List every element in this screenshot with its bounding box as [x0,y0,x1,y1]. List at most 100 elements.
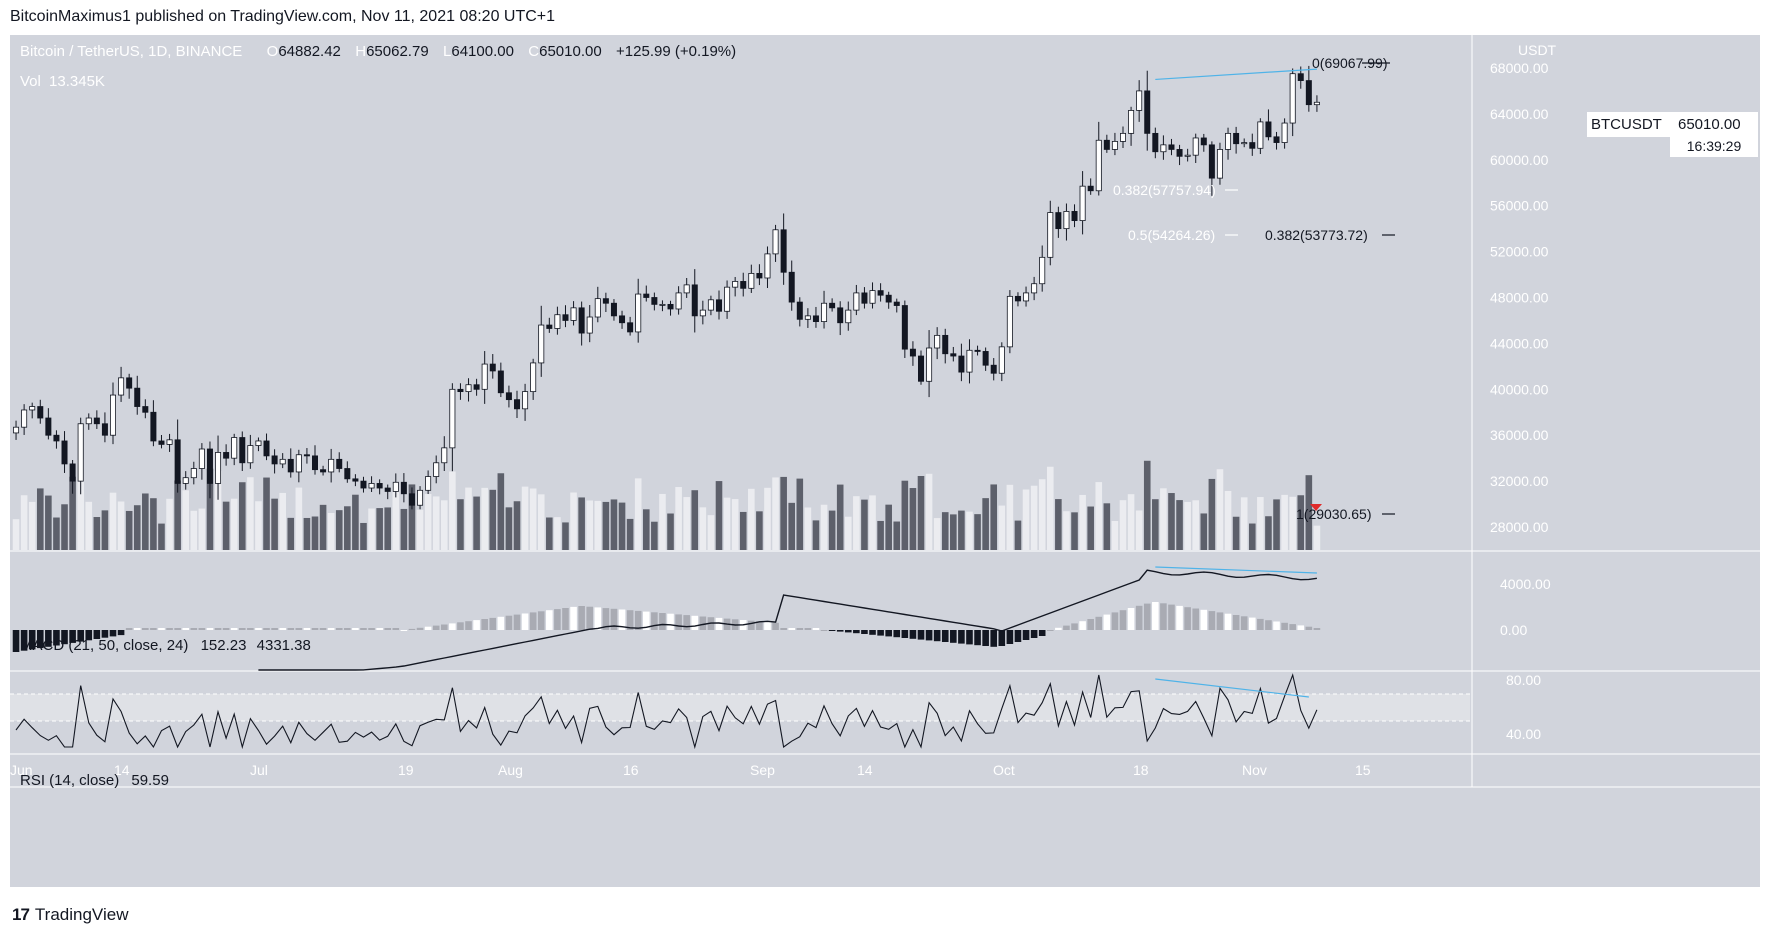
volume-bar [133,505,141,550]
candle-body [1160,144,1167,153]
volume-bar [368,508,375,550]
candle-body [1233,132,1240,145]
fib-label-f5: 0.5(54264.26) [1128,227,1215,243]
volume-bar [1305,475,1313,550]
macd-histogram-bar [376,628,383,630]
macd-histogram-bar [521,613,529,630]
candle-body [182,477,189,484]
macd-histogram-bar [182,628,190,630]
candle-body [93,417,100,425]
volume-bar [182,490,190,550]
time-tick-label: 15 [1355,762,1371,778]
chart-canvas[interactable]: 0(69067.99) 0.382(57757.94) 0.5(54264.26) 0… [10,35,1760,887]
macd-histogram-bar [20,630,28,651]
volume-bar [247,477,254,550]
volume-bar [1119,500,1127,550]
volume-bar [101,510,109,550]
candle-body [659,303,666,306]
macd-histogram-bar [12,630,20,652]
macd-histogram-bar [125,628,133,630]
candle-body [449,388,456,449]
volume-bar [578,497,585,550]
macd-histogram-bar [77,630,84,642]
high-label: H [355,43,367,60]
candle-body [1216,149,1223,179]
macd-histogram-bar [893,630,901,638]
rsi-legend[interactable]: RSI (14, close) 59.59 [20,772,169,789]
volume-bar [1297,495,1305,550]
volume-legend[interactable]: Vol 13.345K [20,73,105,90]
macd-histogram-bar [400,630,408,631]
candle-body [1055,212,1062,230]
macd-legend[interactable]: MACD (21, 50, close, 24) 152.23 4331.38 [20,637,311,654]
macd-histogram-bar [279,628,286,630]
macd-histogram-bar [602,608,610,630]
volume-bar [117,501,125,550]
volume-bar [125,510,133,550]
macd-histogram-bar [1046,630,1054,631]
macd-histogram-bar [222,628,230,630]
macd-histogram-bar [756,621,763,630]
volume-bar [788,502,796,550]
candle-body [408,493,415,506]
candle-body [958,355,965,373]
macd-histogram-bar [594,607,602,630]
volume-bar [562,522,569,550]
candle-body [893,301,900,306]
candle-body [950,353,957,357]
price-tick-label: 40000.00 [1490,381,1549,397]
macd-value-1: 152.23 [200,637,247,654]
macd-histogram-bar [174,628,181,630]
macd-histogram-bar [319,628,327,630]
candle-body [433,462,440,477]
fib-label-bottom: 1(29030.65) [1296,506,1372,522]
candle-body [1249,142,1256,149]
candle-body [126,377,133,389]
macd-line [258,569,1317,671]
volume-bar [731,499,739,550]
candle-body [279,458,286,465]
symbol-legend[interactable]: Bitcoin / TetherUS, 1D, BINANCE O64882.4… [20,43,736,60]
volume-bar [1160,488,1167,550]
macd-histogram-bar [901,630,909,638]
volume-bar [570,492,577,550]
macd-histogram-bar [1176,605,1183,630]
volume-bar [319,504,327,550]
volume-bar [28,501,36,550]
candle-body [287,458,294,473]
volume-bar [230,498,238,550]
volume-bar [263,477,270,550]
volume-bar [287,517,295,550]
candle-body [1257,121,1264,149]
volume-bar [634,478,642,550]
price-tick-label: 48000.00 [1490,290,1549,306]
chart-frame[interactable]: 0(69067.99) 0.382(57757.94) 0.5(54264.26) 0… [10,35,1760,887]
candle-body [295,454,302,473]
candle-body [425,476,432,491]
volume-bar [812,520,820,550]
candle-body [909,348,916,357]
volume-bar [1216,469,1224,550]
open-value: 64882.42 [278,43,341,60]
volume-bar [885,504,892,550]
candle-body [796,301,803,320]
volume-bar [1184,501,1191,550]
candle-body [1152,132,1159,153]
volume-bar [537,494,545,550]
macd-histogram-bar [327,628,335,630]
macd-histogram-bar [489,617,497,630]
macd-histogram-bar [546,610,553,630]
macd-histogram-bar [909,630,917,639]
volume-bar [53,517,60,550]
candle-body [223,452,230,459]
macd-histogram-bar [699,616,707,630]
candle-body [602,298,609,304]
tradingview-brand[interactable]: 17 TradingView [12,905,128,925]
candle-body [344,468,351,480]
macd-histogram-bar [457,622,464,630]
candle-body [45,417,52,436]
macd-histogram-bar [667,613,674,630]
macd-histogram-bar [360,628,367,630]
volume-bar [950,514,957,550]
macd-histogram-bar [473,620,480,630]
